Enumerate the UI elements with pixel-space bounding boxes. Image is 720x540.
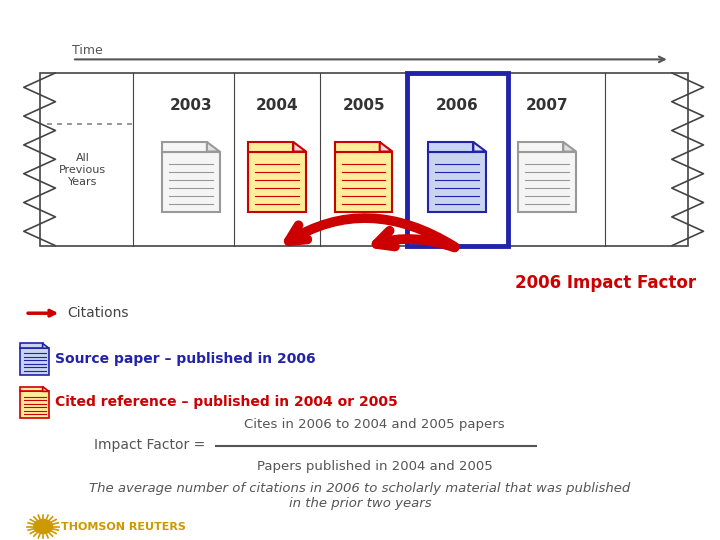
- Polygon shape: [207, 142, 220, 152]
- Polygon shape: [379, 142, 392, 152]
- Polygon shape: [563, 142, 576, 152]
- FancyBboxPatch shape: [335, 152, 392, 212]
- Text: Cites in 2006 to 2004 and 2005 papers: Cites in 2006 to 2004 and 2005 papers: [244, 418, 505, 431]
- Text: THOMSON REUTERS: THOMSON REUTERS: [61, 522, 186, 531]
- FancyBboxPatch shape: [162, 152, 220, 212]
- Polygon shape: [20, 343, 42, 348]
- Circle shape: [34, 519, 53, 534]
- FancyBboxPatch shape: [20, 348, 49, 375]
- FancyBboxPatch shape: [20, 392, 49, 418]
- Text: 2007: 2007: [526, 98, 569, 113]
- Text: Impact Factor =: Impact Factor =: [94, 438, 205, 453]
- Polygon shape: [518, 142, 563, 152]
- Text: Cited reference – published in 2004 or 2005: Cited reference – published in 2004 or 2…: [55, 395, 397, 409]
- FancyBboxPatch shape: [428, 152, 486, 212]
- Text: 2006: 2006: [436, 98, 479, 113]
- Text: 2004: 2004: [256, 98, 299, 113]
- Polygon shape: [162, 142, 207, 152]
- Polygon shape: [335, 142, 379, 152]
- Polygon shape: [473, 142, 486, 152]
- Text: Papers published in 2004 and 2005: Papers published in 2004 and 2005: [256, 460, 492, 472]
- FancyBboxPatch shape: [248, 152, 306, 212]
- Polygon shape: [42, 387, 49, 392]
- Polygon shape: [428, 142, 473, 152]
- FancyBboxPatch shape: [518, 152, 576, 212]
- Polygon shape: [248, 142, 293, 152]
- Polygon shape: [293, 142, 306, 152]
- Text: 2006 Impact Factor: 2006 Impact Factor: [515, 274, 696, 293]
- Bar: [407, 73, 508, 246]
- Text: All
Previous
Years: All Previous Years: [59, 153, 107, 187]
- Text: 2005: 2005: [342, 98, 385, 113]
- Polygon shape: [42, 343, 49, 348]
- Text: The average number of citations in 2006 to scholarly material that was published: The average number of citations in 2006 …: [89, 482, 631, 510]
- Text: Citations: Citations: [67, 306, 128, 320]
- Text: Source paper – published in 2006: Source paper – published in 2006: [55, 352, 315, 366]
- Text: 2003: 2003: [169, 98, 212, 113]
- Polygon shape: [20, 387, 42, 392]
- Text: Time: Time: [72, 44, 103, 57]
- Bar: [40, 73, 688, 246]
